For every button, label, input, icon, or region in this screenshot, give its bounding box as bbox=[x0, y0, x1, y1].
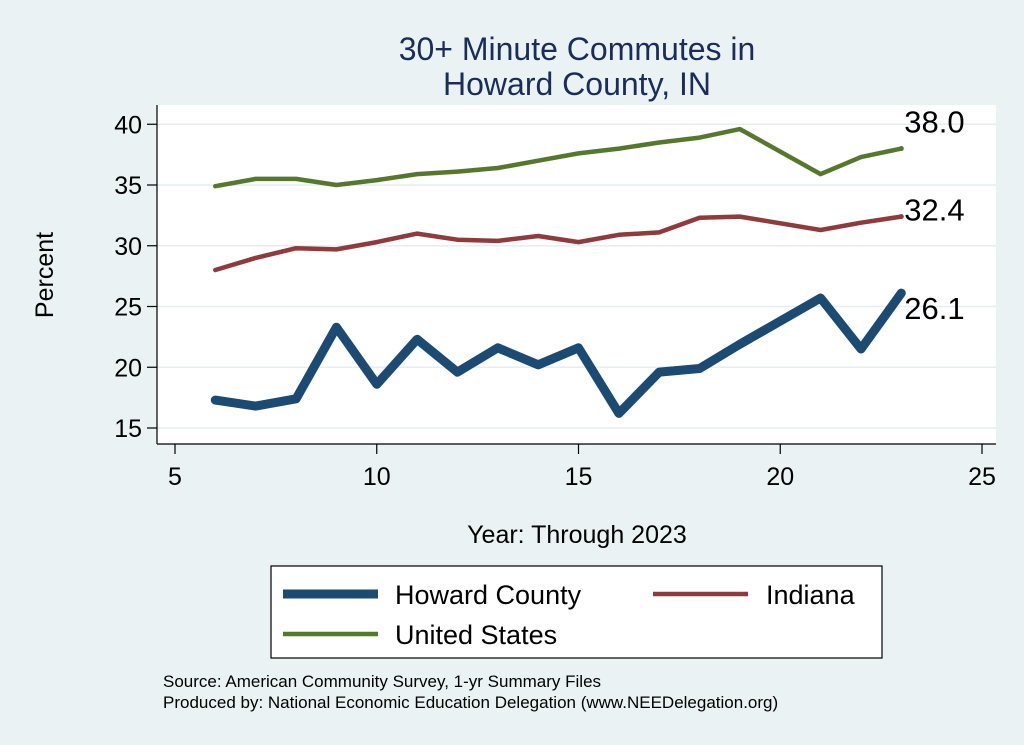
y-axis-label: Percent bbox=[31, 232, 59, 318]
series-line-howard-county bbox=[210, 288, 906, 418]
y-tick-label: 15 bbox=[114, 415, 142, 443]
legend: Howard County Indiana United States bbox=[283, 580, 856, 650]
series-endpoint-howard-county bbox=[898, 290, 904, 296]
source-line-2: Produced by: National Economic Education… bbox=[163, 693, 778, 712]
y-tick-label: 35 bbox=[114, 172, 142, 200]
chart-title-line-2: Howard County, IN bbox=[443, 66, 711, 102]
x-tick-label: 5 bbox=[168, 463, 182, 491]
y-ticks: 15 20 25 30 35 40 bbox=[114, 111, 157, 443]
x-ticks: 5 10 15 20 25 bbox=[168, 444, 996, 491]
y-tick-label: 25 bbox=[114, 294, 142, 322]
legend-label-howard-county: Howard County bbox=[395, 580, 582, 610]
y-tick-label: 40 bbox=[114, 111, 142, 139]
legend-label-indiana: Indiana bbox=[766, 580, 856, 610]
gridlines bbox=[157, 123, 996, 429]
series-line-united-states bbox=[213, 126, 904, 189]
end-label-howard-county: 26.1 bbox=[904, 291, 964, 326]
x-tick-label: 10 bbox=[363, 463, 391, 491]
y-tick-label: 30 bbox=[114, 233, 142, 261]
end-label-indiana: 32.4 bbox=[904, 193, 964, 228]
y-tick-label: 20 bbox=[114, 354, 142, 382]
legend-label-united-states: United States bbox=[395, 620, 557, 650]
legend-box bbox=[270, 565, 883, 659]
chart-title-line-1: 30+ Minute Commutes in bbox=[399, 31, 756, 67]
end-labels: 26.1 32.4 38.0 bbox=[904, 105, 964, 327]
series-endpoint-united-states bbox=[898, 146, 904, 152]
end-label-united-states: 38.0 bbox=[904, 105, 964, 140]
source-line-1: Source: American Community Survey, 1-yr … bbox=[163, 672, 601, 691]
series-lines bbox=[210, 126, 906, 418]
series-line-indiana bbox=[213, 214, 904, 273]
x-tick-label: 25 bbox=[968, 463, 996, 491]
series-endpoint-indiana bbox=[898, 214, 904, 220]
x-tick-label: 15 bbox=[565, 463, 593, 491]
x-axis-label: Year: Through 2023 bbox=[467, 521, 687, 549]
x-tick-label: 20 bbox=[766, 463, 794, 491]
axes bbox=[156, 105, 996, 445]
